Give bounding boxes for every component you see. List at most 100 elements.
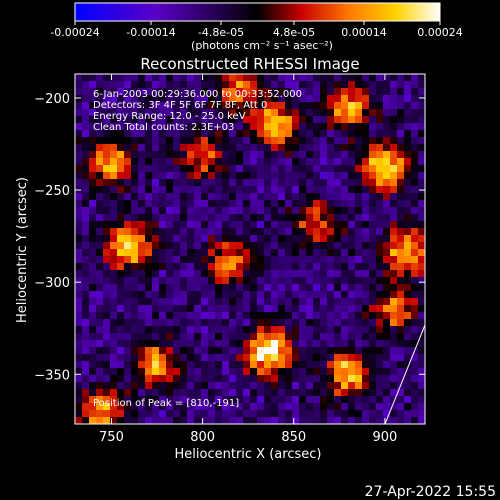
heatmap-cell: [96, 368, 104, 376]
heatmap-cell: [313, 291, 321, 299]
heatmap-cell: [75, 284, 83, 292]
heatmap-cell: [152, 368, 160, 376]
heatmap-cell: [96, 207, 104, 215]
heatmap-cell: [89, 375, 97, 383]
heatmap-cell: [145, 319, 153, 327]
heatmap-cell: [152, 242, 160, 250]
heatmap-cell: [96, 179, 104, 187]
heatmap-cell: [208, 102, 216, 110]
heatmap-cell: [222, 123, 230, 131]
heatmap-cell: [257, 298, 265, 306]
heatmap-cell: [334, 256, 342, 264]
heatmap-cell: [341, 347, 349, 355]
heatmap-cell: [292, 130, 300, 138]
heatmap-cell: [82, 298, 90, 306]
heatmap-cell: [117, 88, 125, 96]
heatmap-cell: [411, 382, 419, 390]
heatmap-cell: [292, 305, 300, 313]
heatmap-cell: [215, 249, 223, 257]
heatmap-cell: [138, 235, 146, 243]
heatmap-cell: [390, 151, 398, 159]
heatmap-cell: [75, 263, 83, 271]
heatmap-cell: [145, 88, 153, 96]
heatmap-cell: [313, 109, 321, 117]
heatmap-cell: [208, 333, 216, 341]
heatmap-cell: [278, 172, 286, 180]
heatmap-cell: [187, 298, 195, 306]
heatmap-cell: [299, 319, 307, 327]
heatmap-cell: [131, 151, 139, 159]
heatmap-cell: [138, 186, 146, 194]
heatmap-cell: [390, 95, 398, 103]
heatmap-cell: [418, 102, 425, 110]
heatmap-cell: [390, 361, 398, 369]
heatmap-cell: [152, 410, 160, 418]
heatmap-cell: [271, 326, 279, 334]
heatmap-cell: [285, 130, 293, 138]
heatmap-cell: [334, 333, 342, 341]
heatmap-cell: [250, 207, 258, 215]
heatmap-cell: [152, 375, 160, 383]
x-axis-label: Heliocentric X (arcsec): [175, 447, 322, 462]
heatmap-cell: [152, 319, 160, 327]
peak-position-label: Position of Peak = [810,-191]: [93, 398, 239, 409]
heatmap-cell: [89, 256, 97, 264]
heatmap-cell: [103, 165, 111, 173]
heatmap-cell: [215, 95, 223, 103]
heatmap-cell: [320, 291, 328, 299]
heatmap-cell: [257, 130, 265, 138]
heatmap-cell: [390, 277, 398, 285]
heatmap-cell: [194, 207, 202, 215]
heatmap-cell: [208, 81, 216, 89]
heatmap-cell: [292, 333, 300, 341]
heatmap-cell: [82, 368, 90, 376]
heatmap-cell: [369, 130, 377, 138]
heatmap-cell: [117, 361, 125, 369]
heatmap-cell: [299, 361, 307, 369]
heatmap-cell: [110, 417, 118, 424]
heatmap-cell: [131, 277, 139, 285]
heatmap-cell: [96, 375, 104, 383]
heatmap-cell: [271, 382, 279, 390]
heatmap-cell: [243, 291, 251, 299]
heatmap-cell: [383, 193, 391, 201]
heatmap-cell: [110, 389, 118, 397]
heatmap-cell: [180, 130, 188, 138]
heatmap-cell: [194, 221, 202, 229]
heatmap-cell: [306, 403, 314, 411]
heatmap-cell: [110, 144, 118, 152]
heatmap-cell: [320, 172, 328, 180]
heatmap-cell: [257, 375, 265, 383]
heatmap-cell: [418, 242, 425, 250]
heatmap-cell: [194, 109, 202, 117]
heatmap-cell: [166, 95, 174, 103]
heatmap-cell: [285, 326, 293, 334]
heatmap-cell: [124, 242, 132, 250]
heatmap-cell: [292, 172, 300, 180]
heatmap-cell: [334, 382, 342, 390]
heatmap-cell: [201, 361, 209, 369]
heatmap-cell: [117, 74, 125, 82]
heatmap-cell: [348, 410, 356, 418]
heatmap-cell: [103, 249, 111, 257]
heatmap-cell: [292, 354, 300, 362]
heatmap-cell: [411, 214, 419, 222]
heatmap-cell: [152, 74, 160, 82]
heatmap-cell: [243, 347, 251, 355]
heatmap-cell: [320, 179, 328, 187]
heatmap-cell: [229, 179, 237, 187]
heatmap-cell: [180, 361, 188, 369]
heatmap-cell: [397, 410, 405, 418]
heatmap-cell: [166, 179, 174, 187]
heatmap-cell: [306, 389, 314, 397]
heatmap-cell: [166, 235, 174, 243]
heatmap-cell: [390, 368, 398, 376]
heatmap-cell: [75, 340, 83, 348]
heatmap-cell: [334, 305, 342, 313]
heatmap-cell: [362, 333, 370, 341]
heatmap-cell: [89, 403, 97, 411]
heatmap-cell: [341, 375, 349, 383]
heatmap-cell: [376, 403, 384, 411]
heatmap-cell: [187, 249, 195, 257]
heatmap-cell: [397, 368, 405, 376]
